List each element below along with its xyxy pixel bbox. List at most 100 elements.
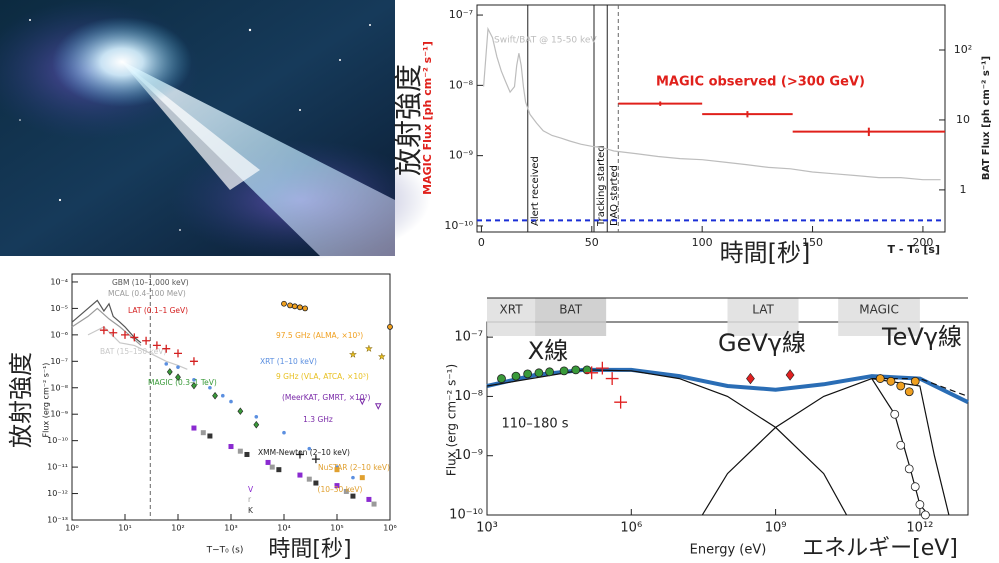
series-label: V <box>248 485 254 494</box>
y2-tick-label: 10 <box>956 113 970 126</box>
y-tick-label: 10⁻⁹ <box>449 149 473 162</box>
x-tick-label: 50 <box>585 236 599 249</box>
series-label: XRT (1–10 keV) <box>260 357 317 366</box>
marker <box>897 382 905 390</box>
x-axis-label: T - T₀ [s] <box>888 243 940 256</box>
x-tick-label: 10³ <box>224 524 237 533</box>
annotation: 110–180 s <box>501 417 568 432</box>
figure: 05010015020010⁻¹⁰10⁻⁹10⁻⁸10⁻⁷11010²T - T… <box>0 0 999 563</box>
series-label: 9 GHz (VLA, ATCA, ×10³) <box>276 372 369 381</box>
marker <box>911 377 919 385</box>
y-tick-label: 10⁻⁸ <box>449 78 474 91</box>
y-tick-label: 10⁻⁸ <box>50 383 68 392</box>
marker <box>891 410 899 418</box>
series-label: Swift/BAT @ 15-50 keV <box>494 36 597 46</box>
marker <box>905 465 913 473</box>
y-tick-label: 10⁻⁵ <box>50 304 68 313</box>
annotation: 放射強度 <box>392 64 425 176</box>
y-axis-label: Flux (erg cm⁻² s⁻¹) <box>42 363 51 438</box>
marker <box>372 502 377 507</box>
marker <box>270 465 275 470</box>
marker <box>297 473 302 478</box>
marker <box>207 433 212 438</box>
annotation: GeVγ線 <box>718 329 806 357</box>
marker <box>288 303 293 308</box>
y-tick-label: 10⁻¹¹ <box>47 463 68 472</box>
series-label: (MeerKAT, GMRT, ×10³) <box>282 393 371 402</box>
x-tick-label: 10⁰ <box>65 524 78 533</box>
x-tick-label: 10⁵ <box>330 524 343 533</box>
marker <box>546 368 554 376</box>
x-tick-label: 10⁹ <box>765 521 787 536</box>
marker <box>176 365 180 369</box>
event-label: Alert received <box>530 156 541 226</box>
marker <box>292 304 297 309</box>
series-label: XMM-Newton (2–10 keV) <box>258 448 350 457</box>
marker <box>887 377 895 385</box>
y-tick-label: 10⁻¹² <box>47 489 68 498</box>
band-label: LAT <box>752 303 774 317</box>
y-tick-label: 10⁻⁹ <box>50 410 68 419</box>
y-tick-label: 10⁻⁶ <box>50 330 68 339</box>
star <box>59 199 61 201</box>
star <box>369 24 371 26</box>
series-label: 97.5 GHz (ALMA, ×10³) <box>276 331 363 340</box>
marker <box>535 369 543 377</box>
y-tick-label: 10⁻⁷ <box>454 330 483 345</box>
x-tick-label: 10¹² <box>906 521 933 536</box>
burst-core <box>52 17 192 107</box>
y-tick-label: 10⁻¹³ <box>47 516 68 525</box>
marker <box>572 366 580 374</box>
y-tick-label: 10⁻¹⁰ <box>449 508 483 523</box>
star <box>339 59 341 61</box>
y-tick-label: 10⁻⁷ <box>449 8 473 21</box>
band-label: BAT <box>559 303 583 317</box>
marker <box>905 388 913 396</box>
y2-axis-label: BAT Flux [ph cm⁻² s⁻¹] <box>981 56 992 180</box>
illustration <box>0 0 430 260</box>
y-tick-label: 10⁻⁴ <box>50 277 68 286</box>
series-label: MAGIC (0.3–1 TeV) <box>148 378 217 387</box>
marker <box>497 375 505 383</box>
series-label: LAT (0.1–1 GeV) <box>128 306 188 315</box>
marker <box>297 305 302 310</box>
page: 05010015020010⁻¹⁰10⁻⁹10⁻⁸10⁻⁷11010²T - T… <box>0 0 999 563</box>
annotation: エネルギー[eV] <box>802 536 958 561</box>
marker <box>191 426 196 431</box>
marker <box>164 362 168 366</box>
star <box>299 109 301 111</box>
marker <box>221 394 225 398</box>
marker <box>254 415 258 419</box>
marker <box>512 372 520 380</box>
marker <box>282 301 287 306</box>
y-tick-label: 10⁻⁹ <box>454 448 483 463</box>
marker <box>911 483 919 491</box>
star <box>249 29 251 31</box>
marker <box>916 501 924 509</box>
band-label: MAGIC <box>859 303 899 317</box>
marker <box>266 460 271 465</box>
star <box>29 19 31 21</box>
series-label: MCAL (0.4–100 MeV) <box>108 289 186 298</box>
marker <box>560 367 568 375</box>
x-tick-label: 10¹ <box>118 524 131 533</box>
y2-tick-label: 10² <box>954 43 972 56</box>
marker <box>360 475 365 480</box>
marker <box>350 494 355 499</box>
x-tick-label: 10⁴ <box>277 524 290 533</box>
y-tick-label: 10⁻⁸ <box>454 389 483 404</box>
star <box>179 229 181 231</box>
series-label: NuSTAR (2–10 keV) <box>318 463 390 472</box>
marker <box>897 441 905 449</box>
x-tick-label: 10⁶ <box>383 524 396 533</box>
annotation: 時間[秒] <box>720 239 811 267</box>
y2-tick-label: 1 <box>960 183 967 196</box>
marker <box>524 370 532 378</box>
marker <box>303 306 308 311</box>
marker <box>238 449 243 454</box>
x-tick-label: 10² <box>171 524 184 533</box>
marker <box>307 477 312 482</box>
y-tick-label: 10⁻¹⁰ <box>444 219 473 232</box>
